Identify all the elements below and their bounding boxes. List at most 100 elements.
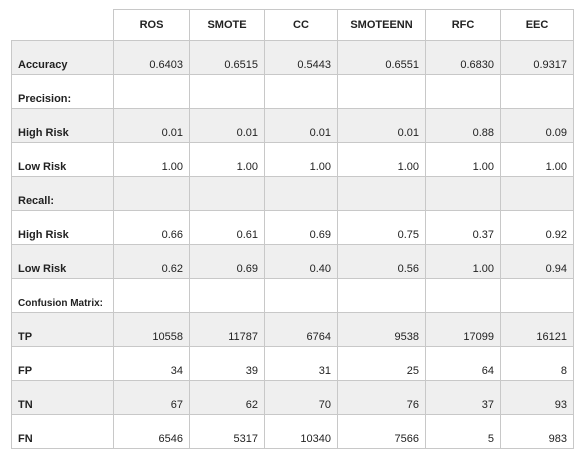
table-cell: 0.94 [500,244,574,279]
column-header-ros: ROS [113,9,190,41]
table-cell: 0.01 [337,108,426,143]
row-label: FN [11,414,114,449]
table-cell: 34 [113,346,190,381]
column-header-smoteenn: SMOTEENN [337,9,426,41]
table-row-recall-high-risk: High Risk 0.66 0.61 0.69 0.75 0.37 0.92 [11,210,574,245]
header-corner-cell [11,9,114,41]
table-cell [337,278,426,313]
table-cell: 1.00 [500,142,574,177]
table-cell: 6764 [264,312,338,347]
table-cell: 0.01 [189,108,265,143]
table-cell: 0.40 [264,244,338,279]
table-cell: 1.00 [113,142,190,177]
table-cell [425,278,501,313]
table-row-confusion-matrix-section: Confusion Matrix: [11,278,574,313]
table-cell: 1.00 [425,142,501,177]
table-row-recall-section: Recall: [11,176,574,211]
table-cell: 8 [500,346,574,381]
table-cell: 93 [500,380,574,415]
table-cell: 0.88 [425,108,501,143]
table-cell: 67 [113,380,190,415]
table-cell: 64 [425,346,501,381]
table-cell [337,176,426,211]
table-cell: 0.66 [113,210,190,245]
metrics-table-container: ROS SMOTE CC SMOTEENN RFC EEC Accuracy 0… [11,9,574,449]
table-cell: 0.37 [425,210,501,245]
section-label: Confusion Matrix: [11,278,114,313]
row-label: Low Risk [11,244,114,279]
table-cell: 6546 [113,414,190,449]
table-cell [500,278,574,313]
table-cell: 0.9317 [500,40,574,75]
table-row-fp: FP 34 39 31 25 64 8 [11,346,574,381]
table-cell: 25 [337,346,426,381]
table-row-tn: TN 67 62 70 76 37 93 [11,380,574,415]
table-cell [264,176,338,211]
table-row-recall-low-risk: Low Risk 0.62 0.69 0.40 0.56 1.00 0.94 [11,244,574,279]
column-header-rfc: RFC [425,9,501,41]
table-cell: 1.00 [337,142,426,177]
table-cell: 0.6515 [189,40,265,75]
metrics-table: ROS SMOTE CC SMOTEENN RFC EEC Accuracy 0… [11,9,574,449]
table-cell [189,176,265,211]
table-cell [425,176,501,211]
table-cell: 0.56 [337,244,426,279]
row-label: TP [11,312,114,347]
table-cell: 10558 [113,312,190,347]
table-cell: 7566 [337,414,426,449]
table-row-fn: FN 6546 5317 10340 7566 5 983 [11,414,574,449]
table-cell [264,74,338,109]
table-cell [189,74,265,109]
table-cell: 37 [425,380,501,415]
table-cell [425,74,501,109]
table-cell: 0.69 [264,210,338,245]
table-cell [264,278,338,313]
table-cell: 0.62 [113,244,190,279]
table-row-tp: TP 10558 11787 6764 9538 17099 16121 [11,312,574,347]
table-cell [113,176,190,211]
column-header-cc: CC [264,9,338,41]
table-cell: 0.09 [500,108,574,143]
table-cell: 0.75 [337,210,426,245]
column-header-smote: SMOTE [189,9,265,41]
table-cell: 11787 [189,312,265,347]
table-cell: 5317 [189,414,265,449]
table-row-accuracy: Accuracy 0.6403 0.6515 0.5443 0.6551 0.6… [11,40,574,75]
table-cell: 1.00 [425,244,501,279]
table-cell: 0.6403 [113,40,190,75]
table-cell: 0.01 [113,108,190,143]
row-label: FP [11,346,114,381]
table-cell: 0.5443 [264,40,338,75]
table-cell: 0.01 [264,108,338,143]
table-cell: 10340 [264,414,338,449]
table-cell [113,74,190,109]
table-cell [337,74,426,109]
row-label: Low Risk [11,142,114,177]
table-row-precision-high-risk: High Risk 0.01 0.01 0.01 0.01 0.88 0.09 [11,108,574,143]
table-cell: 9538 [337,312,426,347]
table-cell: 1.00 [264,142,338,177]
row-label: TN [11,380,114,415]
table-cell: 1.00 [189,142,265,177]
table-cell: 983 [500,414,574,449]
table-cell: 0.6551 [337,40,426,75]
table-cell: 0.6830 [425,40,501,75]
table-cell: 16121 [500,312,574,347]
table-cell: 76 [337,380,426,415]
column-header-eec: EEC [500,9,574,41]
row-label: Accuracy [11,40,114,75]
table-cell: 17099 [425,312,501,347]
table-row-precision-section: Precision: [11,74,574,109]
table-cell: 39 [189,346,265,381]
table-cell: 70 [264,380,338,415]
table-cell [500,176,574,211]
table-header: ROS SMOTE CC SMOTEENN RFC EEC [11,9,574,41]
table-cell [500,74,574,109]
row-label: High Risk [11,210,114,245]
section-label: Recall: [11,176,114,211]
table-body: Accuracy 0.6403 0.6515 0.5443 0.6551 0.6… [11,40,574,449]
table-cell: 0.61 [189,210,265,245]
header-row: ROS SMOTE CC SMOTEENN RFC EEC [11,9,574,41]
table-cell [113,278,190,313]
section-label: Precision: [11,74,114,109]
